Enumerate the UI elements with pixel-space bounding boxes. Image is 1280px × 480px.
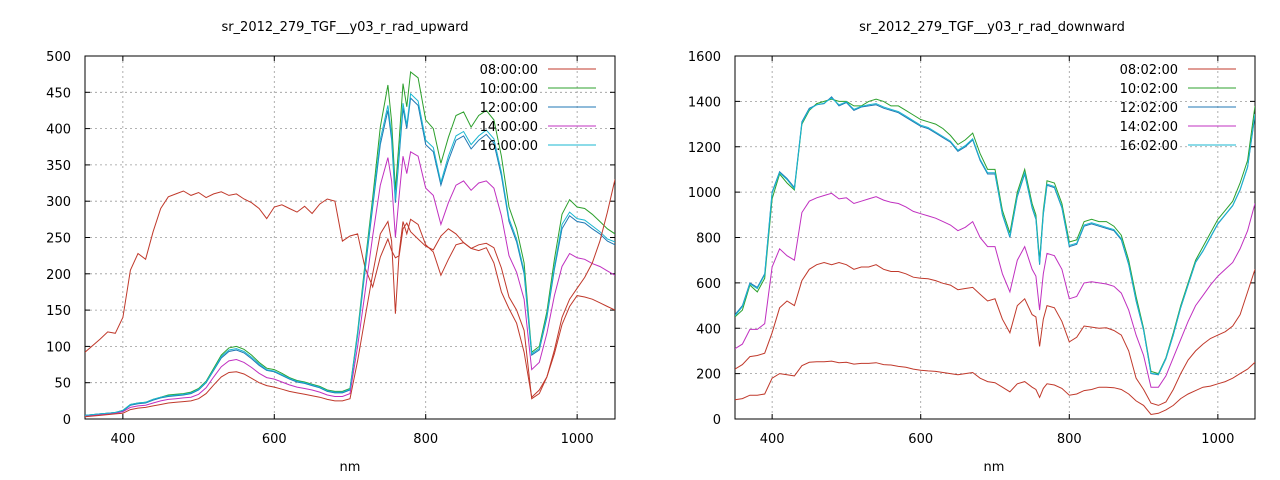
chart-upward: sr_2012_279_TGF__y03_r_rad_upward 400 600… <box>46 20 616 475</box>
y-tick-label: 1600 <box>688 50 721 65</box>
y-tick-label: 400 <box>696 322 721 337</box>
x-tick-label: 600 <box>262 432 287 447</box>
y-tick-label: 450 <box>46 86 71 101</box>
x-tick-label: 400 <box>110 432 135 447</box>
legend-label: 12:02:00 <box>1120 101 1178 116</box>
x-tick-label: 1000 <box>1201 432 1234 447</box>
y-tick-label: 400 <box>46 123 71 138</box>
y-tick-label: 50 <box>54 377 71 392</box>
y-tick-label: 0 <box>713 413 721 428</box>
plot-area-upward: 400 600 800 1000 0 50 100 150 200 250 300 350 400 450… <box>46 50 616 447</box>
y-tick-label: 500 <box>46 50 71 65</box>
x-tick-label: 800 <box>1057 432 1082 447</box>
legend-label: 08:02:00 <box>1120 63 1178 78</box>
y-tick-label: 250 <box>46 232 71 247</box>
y-tick-label: 1000 <box>688 186 721 201</box>
x-tick-label: 800 <box>413 432 438 447</box>
y-tick-label: 150 <box>46 304 71 319</box>
y-tick-label: 600 <box>696 277 721 292</box>
y-tick-label: 300 <box>46 195 71 210</box>
y-tick-label: 100 <box>46 340 71 355</box>
x-axis-label: nm <box>984 460 1005 475</box>
series-line <box>85 92 615 416</box>
series-line <box>85 151 615 417</box>
series-line <box>735 360 1255 416</box>
series-line <box>735 261 1255 406</box>
series-line <box>85 179 615 418</box>
series-line <box>735 192 1255 388</box>
x-axis-label: nm <box>340 460 361 475</box>
chart-title: sr_2012_279_TGF__y03_r_rad_downward <box>859 20 1125 35</box>
x-tick-label: 600 <box>908 432 933 447</box>
chart-title: sr_2012_279_TGF__y03_r_rad_upward <box>221 20 468 35</box>
legend-label: 16:02:00 <box>1120 139 1178 154</box>
plot-area-downward: 400 600 800 1000 0 200 400 600 800 1000 1200 1400 16… <box>688 50 1256 447</box>
y-tick-label: 200 <box>696 368 721 383</box>
y-tick-label: 0 <box>63 413 71 428</box>
y-tick-label: 800 <box>696 232 721 247</box>
series-line <box>735 97 1255 375</box>
legend-label: 10:02:00 <box>1120 82 1178 97</box>
y-tick-label: 1400 <box>688 95 721 110</box>
x-tick-label: 400 <box>760 432 785 447</box>
legend-label: 14:00:00 <box>480 120 538 135</box>
legend-label: 14:02:00 <box>1120 120 1178 135</box>
legend-label: 10:00:00 <box>480 82 538 97</box>
legend-label: 08:00:00 <box>480 63 538 78</box>
legend-label: 16:00:00 <box>480 139 538 154</box>
legend-label: 12:00:00 <box>480 101 538 116</box>
y-tick-label: 1200 <box>688 141 721 156</box>
y-tick-label: 200 <box>46 268 71 283</box>
x-tick-label: 1000 <box>561 432 594 447</box>
y-tick-label: 350 <box>46 159 71 174</box>
chart-downward: sr_2012_279_TGF__y03_r_rad_downward 400 6… <box>688 20 1256 475</box>
